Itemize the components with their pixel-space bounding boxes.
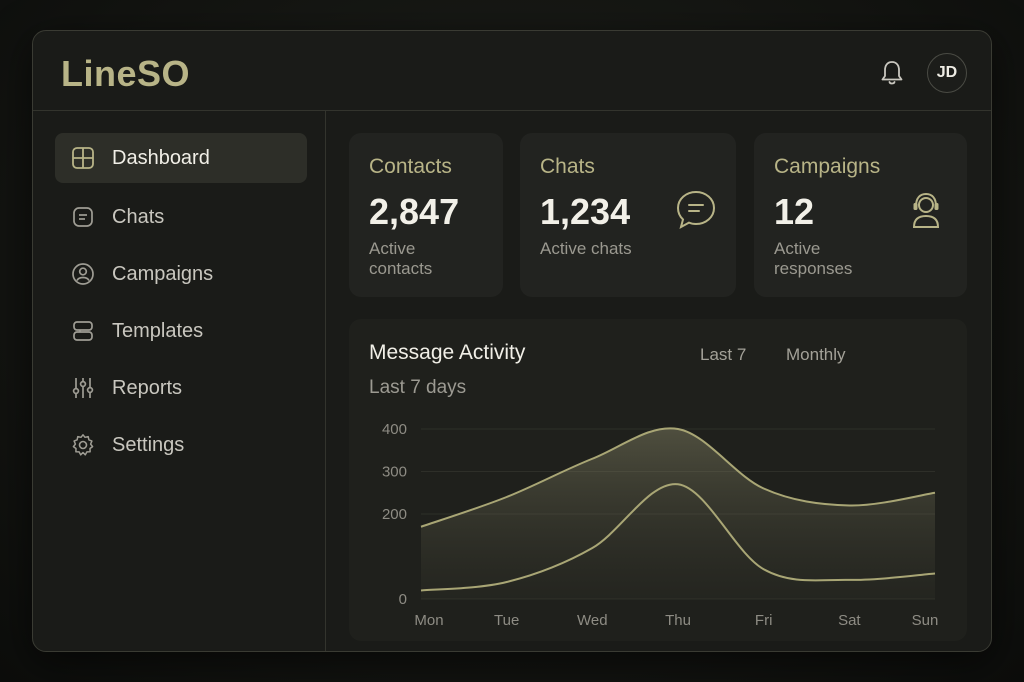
sidebar-item-label: Dashboard — [112, 146, 210, 169]
chart-title: Message Activity — [369, 341, 526, 364]
gear-icon — [70, 432, 96, 458]
card-subtitle: Active responses — [774, 239, 853, 278]
sidebar-item-campaigns[interactable]: Campaigns — [55, 249, 307, 299]
card-title: Campaigns — [774, 155, 881, 178]
sidebar-item-templates[interactable]: Templates — [55, 306, 307, 356]
x-tick-label: Mon — [414, 612, 443, 629]
sidebar-item-label: Settings — [112, 433, 185, 456]
card-subtitle: Active chats — [540, 239, 632, 258]
campaigns-card[interactable]: Campaigns 12 Active responses — [754, 133, 967, 297]
sidebar-item-settings[interactable]: Settings — [55, 420, 307, 470]
x-tick-label: Sat — [838, 612, 861, 629]
top-bar: LineSO JD — [33, 31, 991, 111]
chat-square-icon — [70, 204, 96, 230]
card-title: Chats — [540, 155, 595, 178]
x-tick-label: Tue — [494, 612, 519, 629]
x-tick-label: Sun — [912, 612, 939, 629]
x-tick-label: Wed — [577, 612, 608, 629]
card-title: Contacts — [369, 155, 452, 178]
card-value: 2,847 — [369, 191, 460, 232]
sidebar-item-label: Campaigns — [112, 262, 214, 285]
sidebar-item-label: Templates — [112, 319, 204, 342]
y-tick-label: 300 — [382, 464, 407, 481]
user-circle-icon — [70, 261, 96, 287]
contacts-card[interactable]: Contacts 2,847 Active contacts — [349, 133, 503, 297]
x-tick-label: Fri — [755, 612, 773, 629]
x-tick-label: Thu — [665, 612, 691, 629]
chats-card[interactable]: Chats 1,234 Active chats — [520, 133, 736, 297]
app-logo[interactable]: LineSO — [61, 53, 191, 94]
sidebar-item-chats[interactable]: Chats — [55, 192, 307, 242]
app-window: LineSO JD Dashboard Chats Campaigns — [32, 30, 992, 652]
user-avatar[interactable]: JD — [927, 53, 967, 93]
range-monthly-button[interactable]: Monthly — [786, 345, 846, 364]
bell-icon[interactable] — [879, 59, 905, 87]
grid-icon — [70, 145, 96, 171]
sidebar-item-label: Reports — [112, 376, 183, 399]
range-last7-button[interactable]: Last 7 — [700, 345, 747, 364]
series-1-line — [420, 427, 936, 528]
chat-bubble-icon — [674, 188, 718, 232]
card-value: 1,234 — [540, 191, 631, 232]
y-tick-label: 0 — [399, 591, 407, 608]
card-value: 12 — [774, 191, 815, 232]
y-tick-label: 200 — [382, 506, 407, 523]
message-activity-card: Message Activity Last 7 days Last 7 Mont… — [349, 319, 967, 641]
headset-user-icon — [904, 188, 948, 232]
sliders-icon — [70, 375, 96, 401]
sidebar: Dashboard Chats Campaigns Templates Repo… — [33, 111, 326, 651]
series-2-line — [420, 483, 936, 592]
sidebar-item-dashboard[interactable]: Dashboard — [55, 133, 307, 183]
chart-subtitle: Last 7 days — [369, 377, 467, 398]
series-1-area — [421, 428, 935, 599]
template-icon — [70, 318, 96, 344]
message-activity-chart: 400 300 200 0 Mon Tue Wed Thu Fri Sat Sun — [382, 421, 939, 629]
card-subtitle: Active contacts — [369, 239, 433, 278]
y-tick-label: 400 — [382, 421, 407, 438]
sidebar-item-reports[interactable]: Reports — [55, 363, 307, 413]
sidebar-item-label: Chats — [112, 205, 165, 228]
